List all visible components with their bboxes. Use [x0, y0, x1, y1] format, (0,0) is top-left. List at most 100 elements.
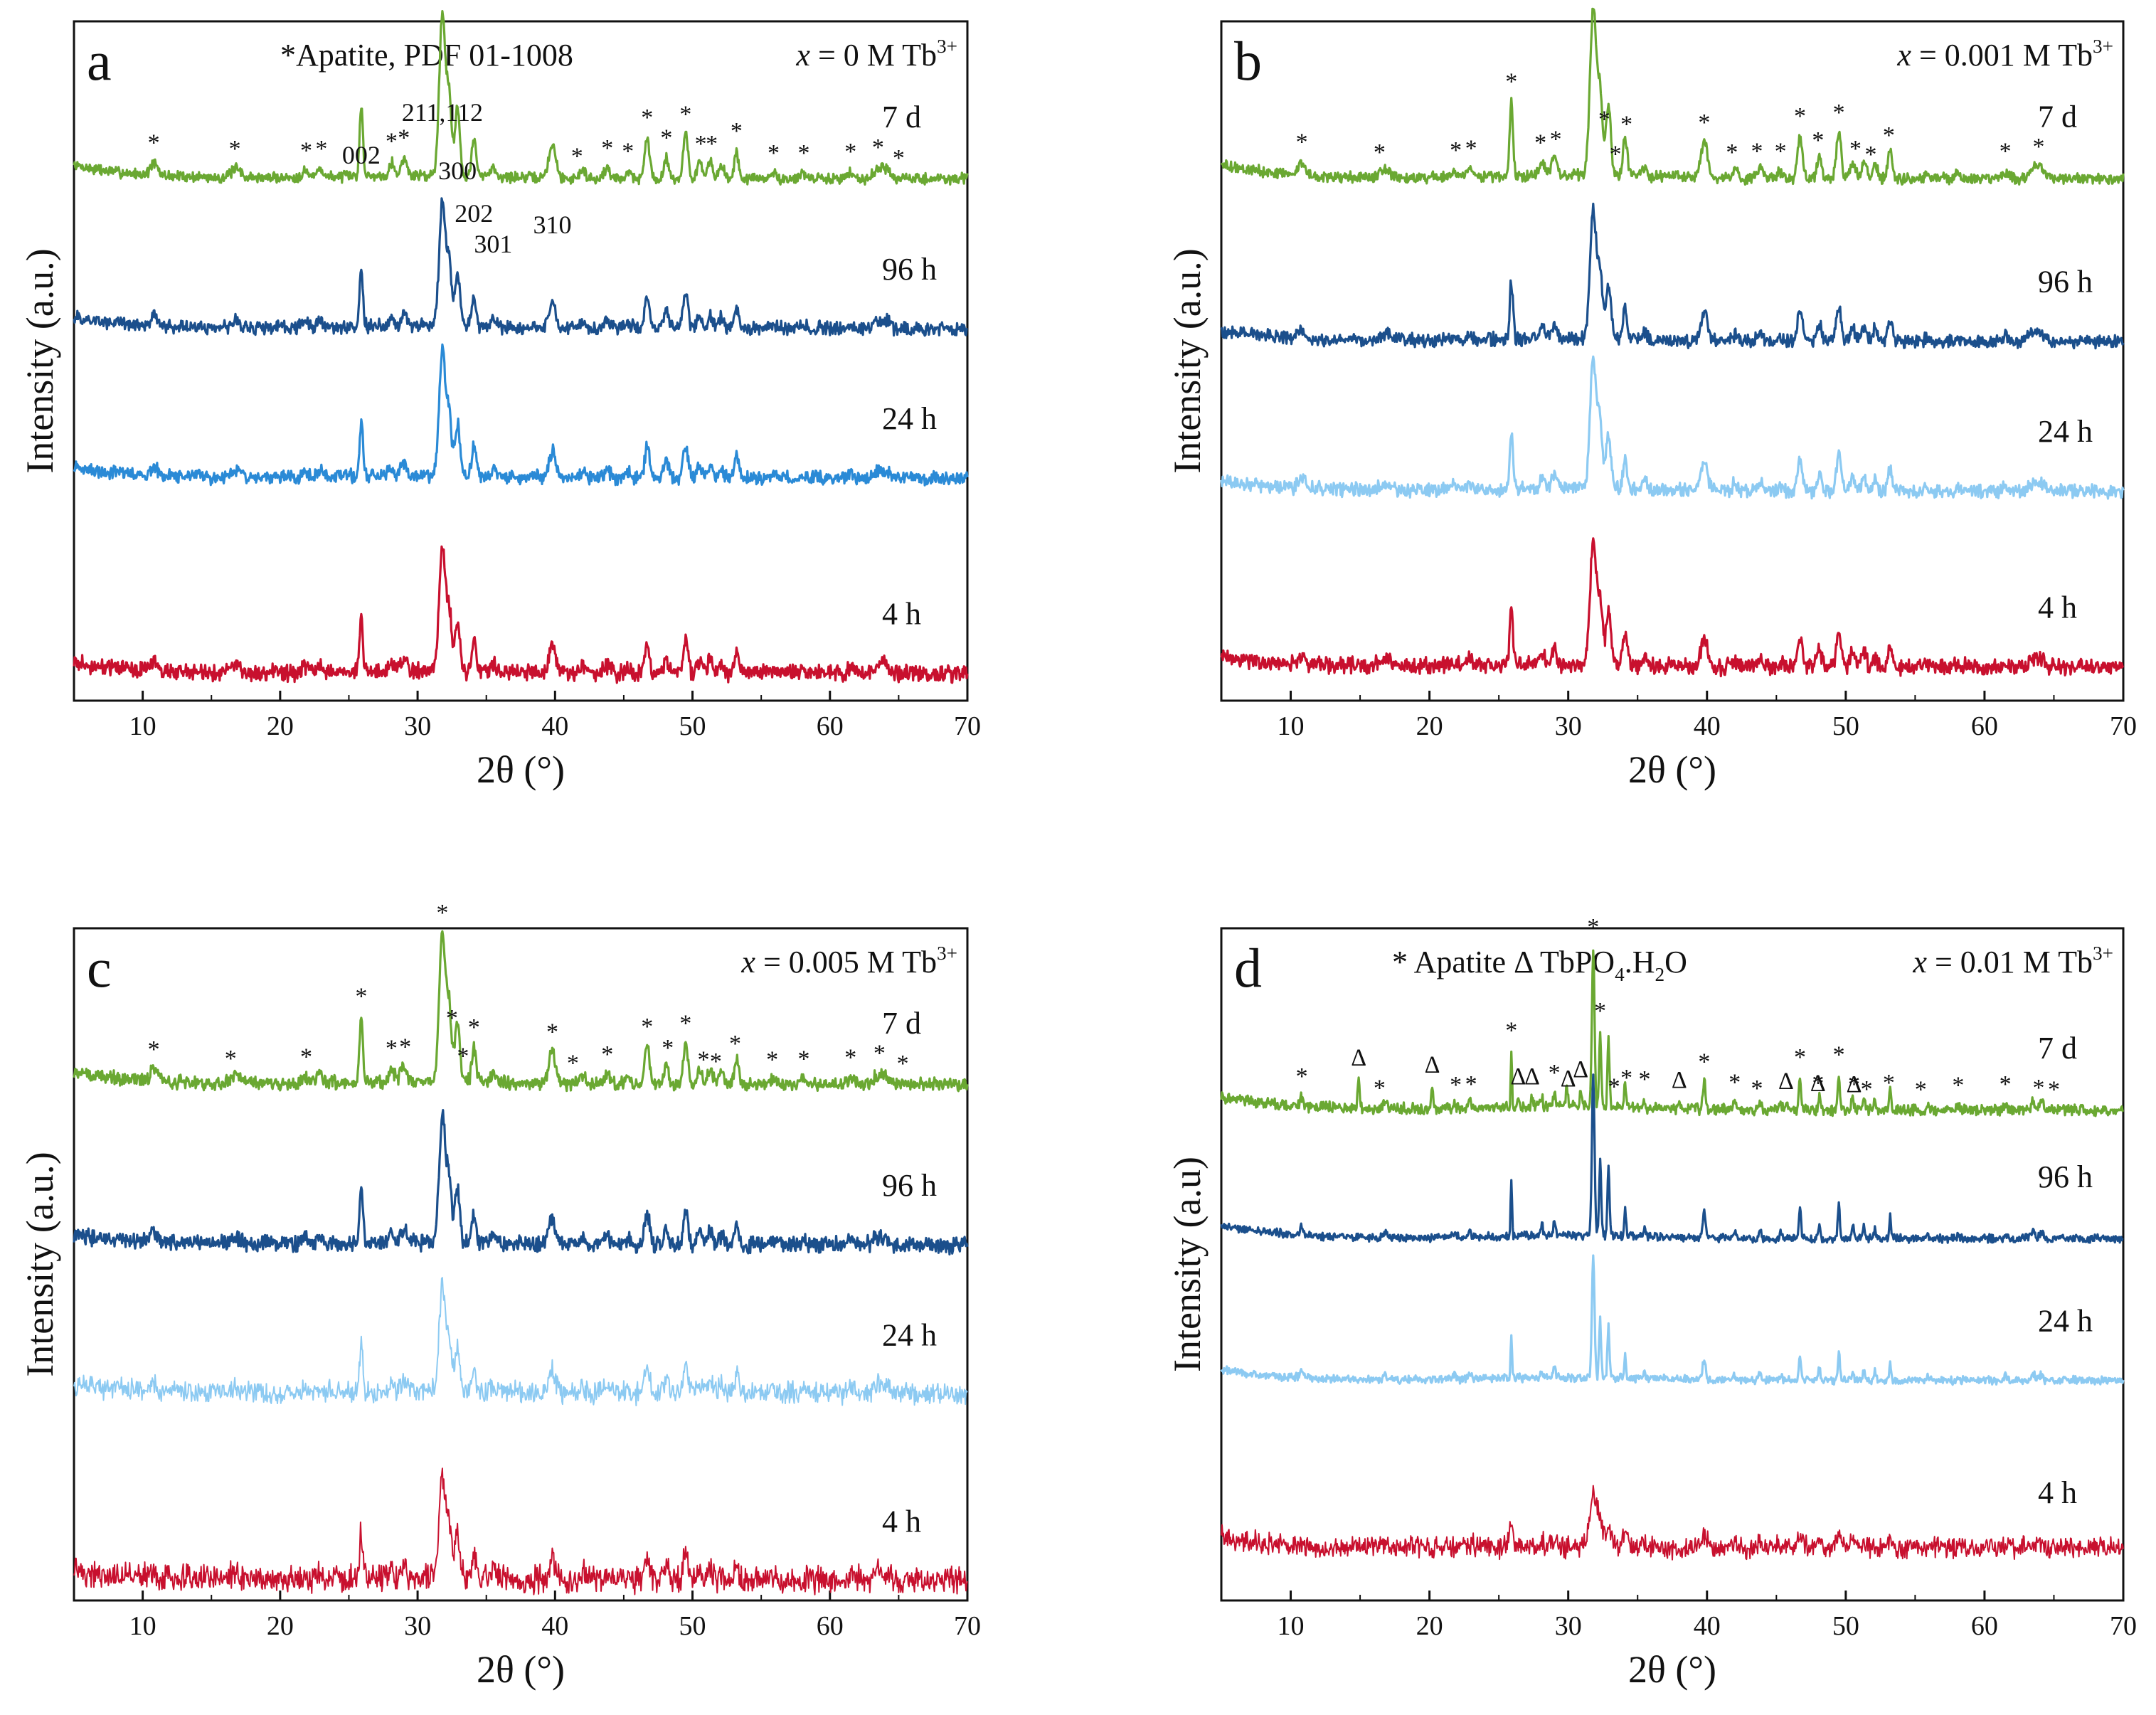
apatite-marker: *: [695, 131, 707, 157]
x-axis-label: 2θ (°): [1628, 748, 1716, 791]
y-axis-label: Intensity (a.u): [1166, 1157, 1209, 1372]
series-label: 7 d: [2038, 1031, 2077, 1066]
apatite-marker: *: [1849, 136, 1862, 162]
apatite-marker: *: [398, 125, 410, 152]
panel-letter: b: [1234, 30, 1262, 92]
x-tick-label: 60: [1971, 1611, 1998, 1641]
tbpo4-marker: Δ: [1561, 1066, 1576, 1092]
x-tick-label: 10: [129, 1611, 156, 1641]
apatite-marker: *: [893, 145, 905, 171]
plot-frame: [73, 20, 969, 702]
x-tick-label: 50: [1832, 1611, 1859, 1641]
x-tick-label: 40: [541, 1611, 568, 1641]
series-line-24h: [1220, 1254, 2125, 1386]
series-line-7d: [1220, 949, 2125, 1117]
series-label: 4 h: [2038, 1475, 2077, 1510]
x-axis-label: 2θ (°): [477, 1648, 565, 1691]
apatite-marker: *: [679, 101, 691, 127]
series-line-24h: [1220, 355, 2125, 500]
tbpo4-marker: Δ: [1810, 1070, 1826, 1096]
series-label: 96 h: [2038, 1159, 2093, 1194]
x-tick-label: 70: [2110, 711, 2137, 741]
apatite-marker: *: [300, 1044, 312, 1070]
hkl-label: 002: [342, 141, 381, 169]
apatite-marker: *: [1638, 1066, 1650, 1093]
apatite-marker: *: [1534, 130, 1546, 156]
apatite-marker: *: [1848, 1071, 1860, 1098]
apatite-marker: *: [1775, 138, 1787, 164]
apatite-marker: *: [1864, 142, 1876, 168]
apatite-marker: *: [1465, 136, 1477, 162]
concentration-label: x = 0 M Tb3+: [795, 36, 957, 73]
apatite-marker: *: [731, 118, 743, 144]
apatite-marker: *: [1608, 1073, 1620, 1100]
apatite-marker: *: [1726, 139, 1738, 166]
apatite-marker: *: [2048, 1076, 2060, 1103]
tbpo4-marker: Δ: [1351, 1045, 1366, 1071]
apatite-marker: *: [601, 1041, 613, 1068]
apatite-marker: *: [798, 140, 810, 166]
concentration-label: x = 0.01 M Tb3+: [1912, 943, 2113, 979]
apatite-marker: *: [662, 1035, 674, 1061]
x-tick-label: 30: [404, 711, 431, 741]
apatite-marker: *: [355, 983, 367, 1009]
concentration-label: x = 0.001 M Tb3+: [1896, 36, 2113, 73]
apatite-marker: *: [1812, 127, 1824, 154]
apatite-marker: *: [1833, 100, 1845, 126]
apatite-marker: *: [1751, 139, 1763, 165]
x-tick-label: 50: [679, 1611, 706, 1641]
apatite-marker: *: [1861, 1076, 1873, 1103]
apatite-marker: *: [399, 1034, 411, 1061]
panel-letter: c: [87, 937, 112, 999]
apatite-marker: *: [1794, 1044, 1806, 1071]
apatite-marker: *: [2000, 138, 2012, 164]
panel-letter: a: [87, 30, 112, 92]
x-tick-label: 20: [1416, 711, 1443, 741]
apatite-marker: *: [1450, 137, 1462, 164]
apatite-marker: *: [844, 1044, 856, 1071]
series-label: 4 h: [882, 597, 921, 632]
x-tick-label: 50: [679, 711, 706, 741]
plot-frame: [1220, 927, 2125, 1602]
tbpo4-marker: Δ: [1778, 1068, 1794, 1094]
apatite-marker: *: [1374, 139, 1386, 166]
x-axis-label: 2θ (°): [1628, 1648, 1716, 1691]
plot-frame: [73, 927, 969, 1602]
series-label: 4 h: [2038, 590, 2077, 625]
series-label: 96 h: [882, 1168, 937, 1203]
series-line-96h: [73, 1109, 969, 1255]
apatite-marker: *: [1296, 129, 1308, 156]
apatite-marker: *: [1620, 111, 1632, 137]
apatite-marker: *: [641, 105, 653, 131]
hkl-label: 310: [533, 211, 571, 239]
plot-frame: [1220, 20, 2125, 702]
apatite-marker: *: [1833, 1041, 1845, 1068]
apatite-marker: *: [1296, 1063, 1308, 1090]
x-tick-label: 60: [1971, 711, 1998, 741]
series-label: 4 h: [882, 1504, 921, 1539]
x-tick-label: 30: [404, 1611, 431, 1641]
x-tick-label: 50: [1832, 711, 1859, 741]
x-tick-label: 40: [1694, 711, 1721, 741]
series-label: 96 h: [2038, 265, 2093, 299]
apatite-marker: *: [468, 1014, 480, 1041]
apatite-marker: *: [897, 1051, 909, 1077]
apatite-marker: *: [641, 1014, 653, 1040]
apatite-marker: *: [386, 1036, 398, 1062]
apatite-marker: *: [1620, 1065, 1632, 1091]
apatite-marker: *: [729, 1031, 741, 1057]
apatite-marker: *: [1450, 1072, 1462, 1098]
apatite-marker: *: [571, 144, 583, 170]
apatite-marker: *: [1751, 1076, 1763, 1102]
apatite-marker: *: [148, 129, 160, 156]
tbpo4-marker: Δ: [1524, 1063, 1540, 1090]
series-label: 7 d: [2038, 99, 2077, 134]
apatite-marker: *: [679, 1011, 691, 1037]
apatite-marker: *: [1598, 107, 1610, 133]
x-tick-label: 10: [1278, 711, 1305, 741]
hkl-label: 300: [438, 156, 477, 185]
x-tick-label: 10: [129, 711, 156, 741]
apatite-marker: *: [567, 1050, 579, 1076]
x-tick-label: 60: [817, 711, 844, 741]
series-line-7d: [73, 930, 969, 1093]
